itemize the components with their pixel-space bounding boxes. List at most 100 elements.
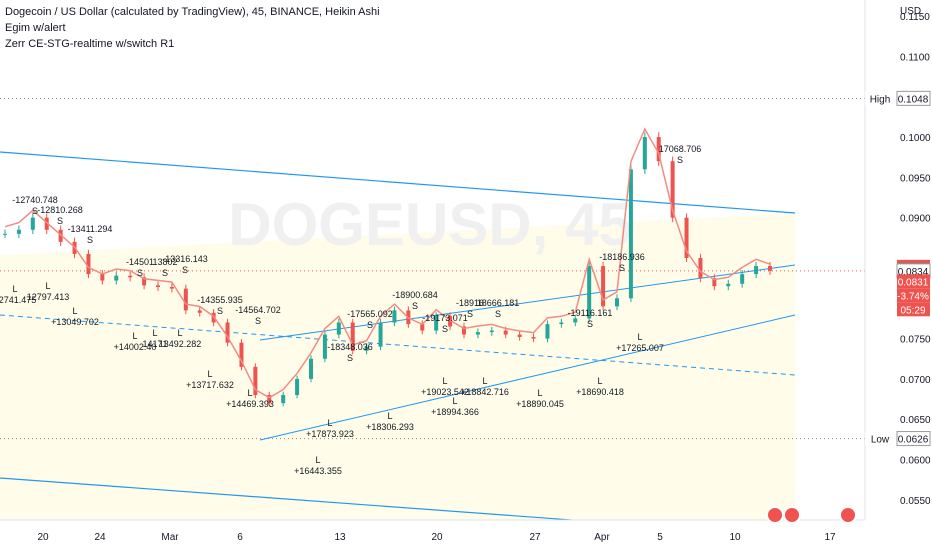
buy-signal-l: L bbox=[72, 306, 77, 316]
candle-body bbox=[197, 310, 202, 313]
time-axis-panel bbox=[0, 520, 865, 550]
time-axis-tick: 17 bbox=[824, 532, 836, 543]
channel-fill bbox=[0, 213, 795, 520]
price-axis-currency: USD bbox=[900, 6, 921, 17]
annotation-buy-label: +16443.355 bbox=[294, 466, 342, 476]
candle-body bbox=[628, 169, 633, 299]
rising-channel-lower bbox=[259, 314, 796, 441]
annotation-buy-label: 12797.413 bbox=[27, 292, 70, 302]
buy-signal-l: L bbox=[177, 328, 182, 338]
price-axis-tick: 0.1000 bbox=[900, 133, 931, 144]
annotation-sell-label: -12740.748 bbox=[12, 195, 58, 205]
candle-body bbox=[253, 366, 258, 396]
time-axis-tick: Mar bbox=[161, 532, 179, 543]
time-axis-tick: 13 bbox=[334, 532, 346, 543]
annotation-sell-label: -13316.143 bbox=[162, 254, 208, 264]
candle-body bbox=[239, 342, 244, 367]
price-axis-tick: 0.0900 bbox=[900, 214, 931, 225]
candle-body bbox=[503, 330, 508, 335]
buy-signal-l: L bbox=[207, 369, 212, 379]
sell-signal-s: S bbox=[442, 324, 448, 334]
candle-body bbox=[225, 322, 230, 343]
buy-signal-l: L bbox=[387, 411, 392, 421]
time-axis-tick: 5 bbox=[657, 532, 663, 543]
candle-body bbox=[336, 322, 341, 335]
annotation-sell-label: -18900.684 bbox=[392, 290, 438, 300]
candle-body bbox=[642, 137, 647, 170]
annotation-buy-label: +18994.366 bbox=[431, 407, 479, 417]
candle-body bbox=[378, 322, 383, 347]
price-tag-value: 0.0831 bbox=[898, 277, 929, 288]
annotation-sell-label: 13802 bbox=[152, 257, 177, 267]
dashed-midline bbox=[0, 314, 796, 376]
candle-body bbox=[281, 395, 286, 404]
buy-signal-l: L bbox=[132, 331, 137, 341]
price-tag-value: 0.1048 bbox=[898, 94, 929, 105]
buy-signal-l: L bbox=[442, 376, 447, 386]
event-flag-icon bbox=[766, 506, 784, 524]
candle-body bbox=[573, 318, 578, 323]
candle-body bbox=[3, 233, 7, 235]
sell-signal-s: S bbox=[467, 309, 473, 319]
buy-signal-l: L bbox=[12, 284, 17, 294]
sell-signal-s: S bbox=[32, 206, 38, 216]
sell-signal-s: S bbox=[412, 301, 418, 311]
annotation-buy-label: 13492.282 bbox=[159, 339, 202, 349]
buy-signal-l: L bbox=[327, 418, 332, 428]
event-flag-icon bbox=[783, 506, 801, 524]
chart-title: Dogecoin / US Dollar (calculated by Trad… bbox=[5, 6, 380, 18]
annotation-buy-label: +13717.632 bbox=[186, 380, 234, 390]
buy-signal-l: L bbox=[637, 332, 642, 342]
candle-body bbox=[16, 229, 21, 234]
price-tag-bg bbox=[897, 288, 930, 303]
price-tag-bg bbox=[897, 274, 930, 289]
event-flag-icon bbox=[839, 506, 857, 524]
candle-body bbox=[754, 266, 759, 275]
candle-body bbox=[295, 378, 300, 396]
candle-body bbox=[545, 324, 550, 339]
sell-signal-s: S bbox=[162, 268, 168, 278]
channel-top-line bbox=[0, 151, 796, 214]
candle-body bbox=[30, 217, 35, 230]
annotation-sell-label: -13411.294 bbox=[68, 224, 113, 234]
buy-signal-l: L bbox=[45, 281, 50, 291]
time-axis-tick: 10 bbox=[729, 532, 741, 543]
annotation-sell-label: -19116.161 bbox=[568, 308, 613, 318]
trail-stop-line bbox=[4, 127, 771, 399]
candle-body bbox=[169, 287, 174, 289]
sell-signal-s: S bbox=[677, 155, 683, 165]
candle-body bbox=[448, 316, 453, 327]
annotation-sell-label: 17068.706 bbox=[659, 144, 702, 154]
price-tag-label: Low bbox=[871, 435, 890, 446]
annotation-buy-label: +18842.716 bbox=[461, 387, 509, 397]
candle-body bbox=[86, 253, 91, 275]
candle-body bbox=[183, 288, 188, 311]
candle-body bbox=[615, 298, 619, 307]
annotation-buy-label: +18306.293 bbox=[366, 422, 414, 432]
sell-signal-s: S bbox=[495, 309, 501, 319]
sell-signal-s: S bbox=[255, 316, 261, 326]
candle-body bbox=[322, 334, 327, 359]
indicator-egim-label: Egim w/alert bbox=[5, 22, 66, 34]
candle-body bbox=[156, 285, 160, 288]
price-tag-value: 0.0626 bbox=[898, 435, 929, 446]
candle-body bbox=[656, 137, 661, 162]
candle-body bbox=[434, 316, 439, 331]
sell-signal-s: S bbox=[587, 319, 593, 329]
sell-signal-s: S bbox=[217, 306, 223, 316]
price-tag-value: 05:29 bbox=[900, 305, 925, 316]
annotation-buy-label: 12741.475 bbox=[0, 295, 36, 305]
price-axis-tick: 0.0600 bbox=[900, 456, 931, 467]
price-axis-tick: 0.0650 bbox=[900, 415, 931, 426]
candle-body bbox=[698, 257, 703, 279]
annotation-sell-label: -14564.702 bbox=[235, 305, 281, 315]
annotation-sell-label: -19173.071 bbox=[422, 313, 468, 323]
annotation-buy-label: 14171 bbox=[142, 339, 167, 349]
time-axis-tick: 6 bbox=[237, 532, 243, 543]
annotation-buy-label: +14002.40 bbox=[114, 342, 157, 352]
candle-body bbox=[142, 277, 147, 286]
price-tag-label-bg bbox=[865, 431, 895, 446]
channel-bottom-line bbox=[0, 477, 641, 526]
